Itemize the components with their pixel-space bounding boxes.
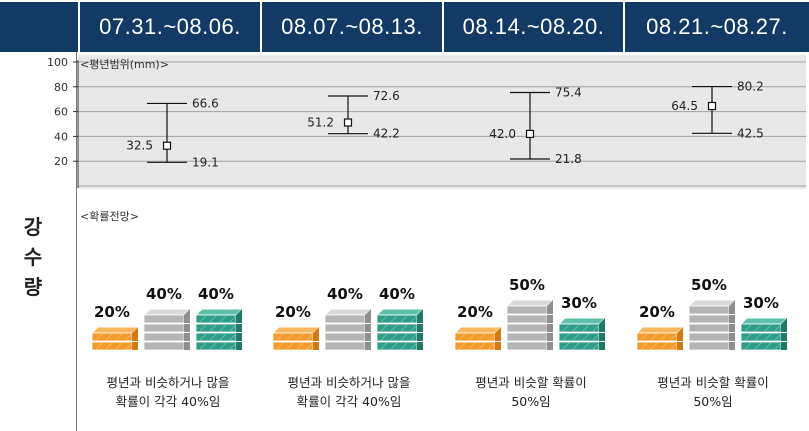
above-probability-label: 30% bbox=[561, 294, 597, 312]
side-label: 강 수 량 bbox=[18, 212, 48, 302]
below-stack-icon bbox=[635, 326, 685, 351]
range-low-label: 42.5 bbox=[737, 126, 764, 140]
range-low-label: 19.1 bbox=[192, 155, 219, 169]
week-header-4: 08.21.~08.27. bbox=[625, 2, 809, 52]
range-mid-point bbox=[162, 141, 172, 150]
week-header-2: 08.07.~08.13. bbox=[262, 2, 442, 52]
caption-line: 50%임 bbox=[511, 394, 551, 409]
y-tick-label: 40 bbox=[54, 130, 68, 143]
caption-line: 확률이 각각 40%임 bbox=[296, 394, 402, 409]
range-high-label: 72.6 bbox=[373, 89, 400, 103]
range-mid-label: 42.0 bbox=[489, 127, 516, 141]
range-chart: 20 40 60 80 100 66.6 19.1 32.5 72.6 42.2 51.2 75.4 2… bbox=[47, 56, 806, 188]
above-stack-icon bbox=[375, 308, 425, 351]
above-stack-icon bbox=[194, 308, 244, 351]
caption-line: 평년과 비슷하거나 많을 bbox=[106, 375, 230, 390]
range-high-label: 66.6 bbox=[192, 96, 219, 110]
range-high-label: 80.2 bbox=[737, 80, 764, 94]
caption-line: 확률이 각각 40%임 bbox=[115, 394, 221, 409]
normal-probability-label: 40% bbox=[146, 285, 182, 303]
y-tick-label: 100 bbox=[47, 56, 68, 69]
side-label-char: 강 bbox=[23, 215, 43, 239]
below-probability-label: 20% bbox=[457, 303, 493, 321]
week-header-3: 08.14.~08.20. bbox=[444, 2, 623, 52]
week-header-1: 07.31.~08.06. bbox=[80, 2, 260, 52]
range-chart-title: <평년범위(mm)> bbox=[80, 58, 169, 71]
range-low-label: 21.8 bbox=[555, 152, 582, 166]
normal-stack-icon bbox=[142, 308, 192, 351]
range-mid-label: 32.5 bbox=[126, 139, 153, 153]
side-label-char: 량 bbox=[23, 275, 43, 299]
range-mid-point bbox=[525, 129, 535, 139]
caption-line: 평년과 비슷하거나 많을 bbox=[287, 375, 411, 390]
caption-line: 평년과 비슷할 확률이 bbox=[475, 375, 587, 390]
normal-probability-label: 40% bbox=[327, 285, 363, 303]
range-chart-background bbox=[78, 55, 806, 189]
left-divider bbox=[76, 52, 77, 431]
week-header: 07.31.~08.06. 08.07.~08.13. 08.14.~08.20… bbox=[0, 0, 809, 52]
below-probability-label: 20% bbox=[275, 303, 311, 321]
normal-stack-icon bbox=[687, 299, 737, 351]
normal-probability-label: 50% bbox=[691, 276, 727, 294]
above-stack-icon bbox=[557, 317, 607, 351]
probability-title: <확률전망> bbox=[80, 210, 139, 223]
probability-caption: 평년과 비슷할 확률이 50%임 bbox=[623, 373, 803, 411]
above-stack-icon bbox=[739, 317, 789, 351]
caption-line: 평년과 비슷할 확률이 bbox=[657, 375, 769, 390]
range-mid-label: 64.5 bbox=[671, 99, 698, 113]
header-corner bbox=[0, 2, 78, 52]
range-mid-label: 51.2 bbox=[307, 116, 334, 130]
range-low-label: 42.2 bbox=[373, 127, 400, 141]
normal-stack-icon bbox=[505, 299, 555, 351]
above-probability-label: 40% bbox=[198, 285, 234, 303]
below-stack-icon bbox=[271, 326, 321, 351]
below-probability-label: 20% bbox=[639, 303, 675, 321]
y-tick-label: 80 bbox=[54, 81, 68, 94]
normal-probability-label: 50% bbox=[509, 276, 545, 294]
probability-caption: 평년과 비슷할 확률이 50%임 bbox=[441, 373, 621, 411]
y-tick-label: 20 bbox=[54, 155, 68, 168]
below-stack-icon bbox=[90, 326, 140, 351]
above-probability-label: 30% bbox=[743, 294, 779, 312]
above-probability-label: 40% bbox=[379, 285, 415, 303]
below-probability-label: 20% bbox=[94, 303, 130, 321]
normal-stack-icon bbox=[323, 308, 373, 351]
below-stack-icon bbox=[453, 326, 503, 351]
caption-line: 50%임 bbox=[693, 394, 733, 409]
side-label-char: 수 bbox=[23, 245, 43, 269]
range-mid-point bbox=[707, 101, 717, 111]
range-high-label: 75.4 bbox=[555, 86, 582, 100]
y-tick-label: 60 bbox=[54, 106, 68, 119]
range-mid-point bbox=[343, 118, 353, 127]
